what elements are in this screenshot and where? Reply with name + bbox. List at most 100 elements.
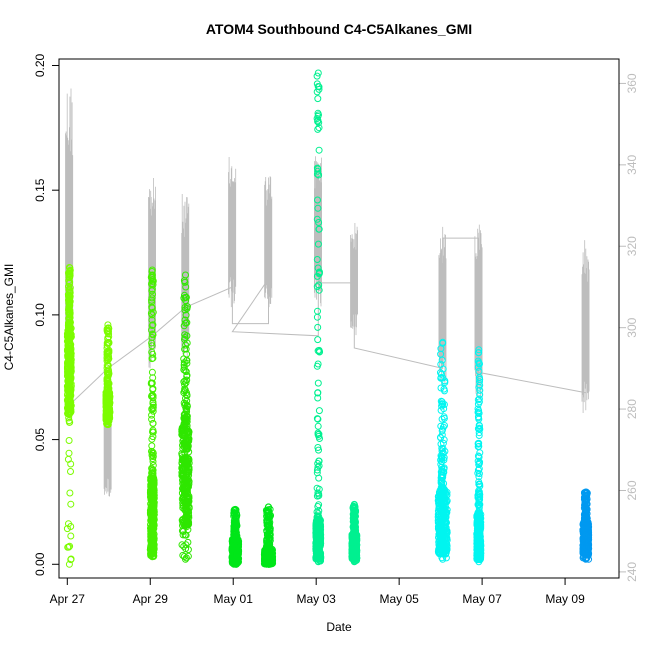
series-flight-1: [63, 264, 75, 568]
data-point: [178, 527, 186, 535]
data-point: [148, 435, 156, 443]
data-point: [182, 442, 190, 450]
data-point: [105, 388, 113, 396]
data-point: [474, 510, 482, 518]
x-tick-label: Apr 27: [50, 592, 86, 606]
data-point: [184, 521, 192, 529]
data-point: [584, 530, 592, 538]
data-point: [102, 400, 110, 407]
data-point: [475, 442, 483, 450]
data-point: [181, 386, 189, 394]
x-tick-label: May 03: [297, 592, 337, 606]
data-point: [314, 336, 322, 344]
data-point: [65, 264, 73, 271]
data-point: [581, 497, 589, 505]
data-point: [66, 418, 74, 426]
data-point: [179, 485, 187, 493]
data-point: [476, 381, 484, 389]
y-tick-label: 0.00: [33, 552, 47, 576]
data-point: [263, 545, 271, 553]
data-point: [438, 415, 446, 423]
data-point: [181, 306, 189, 314]
data-point: [315, 492, 323, 500]
data-point: [474, 363, 482, 371]
data-point: [474, 413, 482, 421]
data-point: [475, 360, 483, 368]
data-point: [231, 535, 239, 543]
data-point: [475, 480, 483, 488]
data-point: [580, 534, 588, 542]
y2-tick-label: 260: [625, 480, 639, 500]
data-point: [474, 457, 482, 465]
data-point: [476, 391, 484, 399]
data-point: [66, 374, 74, 382]
data-point: [580, 548, 588, 555]
data-point: [437, 406, 445, 414]
data-point: [314, 489, 322, 497]
data-point: [180, 355, 188, 363]
series-flight-10: [473, 346, 485, 566]
data-point: [314, 165, 322, 173]
data-point: [183, 412, 191, 420]
data-point: [178, 541, 186, 549]
data-point: [148, 339, 156, 347]
data-point: [315, 430, 323, 438]
data-point: [65, 271, 73, 279]
data-point: [65, 414, 73, 422]
data-point: [149, 472, 157, 480]
data-point: [475, 453, 483, 461]
data-point: [233, 512, 241, 520]
y2-tick-label: 240: [625, 562, 639, 582]
data-point: [442, 524, 450, 532]
data-point: [316, 348, 323, 355]
data-point: [104, 366, 112, 374]
data-point: [184, 498, 191, 506]
series-flight-5: [228, 505, 243, 568]
data-point: [179, 502, 187, 510]
data-point: [351, 513, 359, 521]
data-point: [67, 352, 75, 360]
data-point: [352, 530, 359, 538]
data-point: [149, 455, 157, 463]
data-point: [314, 558, 322, 566]
data-point: [316, 522, 324, 530]
data-point: [184, 538, 192, 546]
data-point: [437, 535, 445, 543]
data-point: [66, 300, 73, 308]
data-point: [315, 501, 323, 509]
data-point: [439, 365, 447, 373]
data-point: [581, 489, 589, 497]
data-point: [440, 543, 448, 551]
data-point: [183, 467, 191, 475]
data-point: [313, 313, 321, 321]
data-point: [67, 532, 75, 540]
data-point: [313, 72, 321, 80]
data-point: [181, 278, 189, 286]
data-point: [313, 215, 321, 223]
data-point: [266, 545, 274, 553]
data-point: [148, 266, 156, 274]
data-point: [104, 381, 112, 389]
data-point: [149, 544, 157, 552]
data-point: [265, 560, 272, 568]
data-point: [474, 405, 482, 413]
data-point: [264, 507, 272, 515]
data-point: [443, 528, 451, 536]
data-point: [582, 488, 590, 496]
data-point: [64, 370, 72, 378]
data-point: [583, 495, 591, 503]
data-point: [314, 204, 322, 212]
x-tick-label: May 07: [462, 592, 502, 606]
y-tick-label: 0.15: [33, 178, 47, 202]
data-point: [313, 256, 321, 263]
data-point: [351, 508, 359, 515]
series-flight-11: [579, 488, 593, 563]
data-point: [66, 318, 74, 326]
data-point: [149, 503, 157, 511]
data-point: [64, 455, 72, 463]
data-point: [350, 529, 358, 537]
data-point: [183, 332, 191, 340]
data-point: [475, 508, 482, 516]
